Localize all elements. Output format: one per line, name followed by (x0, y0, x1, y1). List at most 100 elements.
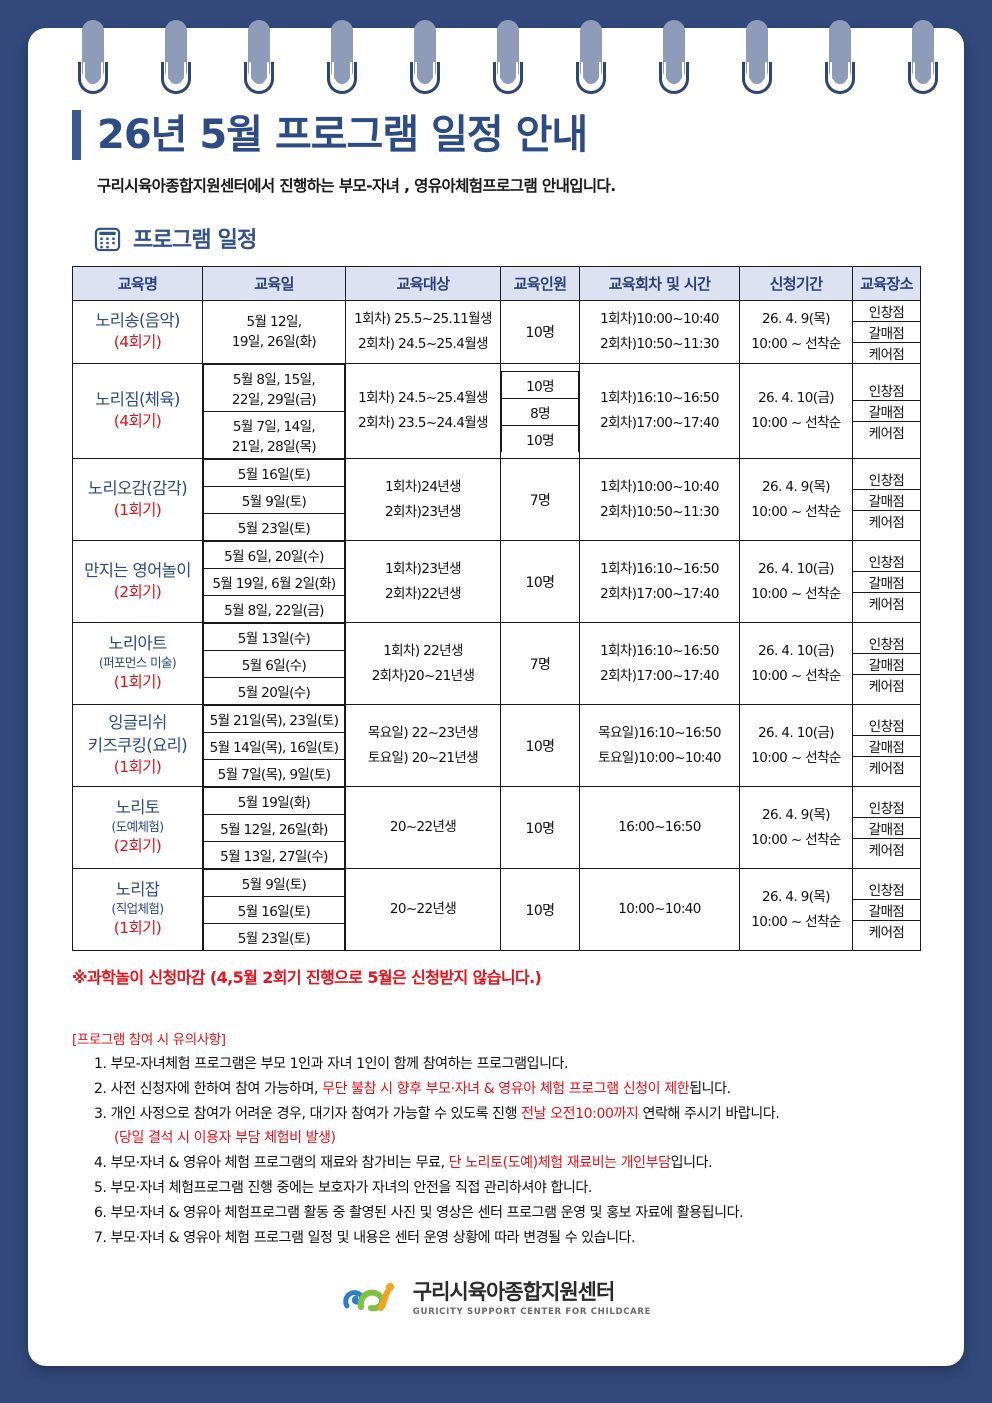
spiral-ring (410, 20, 440, 98)
program-place-item: 케어점 (868, 514, 905, 531)
spiral-ring (659, 20, 689, 98)
program-date-item: 5월 9일(토) (203, 869, 345, 897)
program-date-item: 5월 16일(토) (203, 459, 345, 487)
program-place-item: 인창점 (853, 797, 920, 818)
program-date-cell: 5월 6일, 20일(수) 5월 19일, 6월 2일(화) 5월 8일, 22일(… (202, 540, 346, 623)
program-target-cell: 목요일) 22~23년생 토요일) 20~21년생 (345, 704, 501, 787)
program-count-cell: 10명 (500, 540, 580, 623)
program-name: 잉글리쉬 키즈쿠킹(요리) (87, 713, 188, 755)
program-apply-cell: 26. 4. 9(목) 10:00 ~ 선착순 (739, 868, 853, 951)
program-place-cell: 인창점 갈매점 케어점 (852, 540, 921, 623)
closed-program-notice: ※과학놀이 신청마감 (4,5월 2회기 진행으로 5월은 신청받지 않습니다.… (72, 968, 542, 987)
program-count-item: 8명 (501, 397, 579, 426)
footer-logo: 구리시육아종합지원센터 GURICITY SUPPORT CENTER FOR … (72, 1281, 920, 1317)
program-place-item: 인창점 (853, 879, 920, 900)
program-time-cell: 10:00~10:40 (579, 868, 740, 951)
spiral-ring (161, 20, 191, 98)
program-date-item: 5월 8일, 15일, 22일, 29일(금) (203, 364, 345, 412)
program-place-cell: 인창점 갈매점 케어점 (852, 622, 921, 705)
program-date-item: 5월 13일(수) (203, 623, 345, 651)
program-date-cell: 5월 13일(수) 5월 6일(수) 5월 20일(수) (202, 622, 346, 705)
table-row: 잉글리쉬 키즈쿠킹(요리) (1회기) 5월 21일(목), 23일(토) 5월 14일… (72, 704, 921, 787)
section-title: 프로그램 일정 (133, 228, 257, 253)
program-apply-cell: 26. 4. 9(목) 10:00 ~ 선착순 (739, 300, 853, 364)
program-date-cell: 5월 16일(토) 5월 9일(토) 5월 23일(토) (202, 458, 346, 541)
program-subname: (도예체험) (111, 819, 164, 835)
program-place-item: 갈매점 (853, 490, 920, 511)
table-row: 노리송(음악) (4회기) 5월 12일, 19일, 26일(화) 1회차) 25.5~… (72, 300, 921, 364)
program-count-item: 10명 (501, 424, 579, 452)
logo-english-name: GURICITY SUPPORT CENTER FOR CHILDCARE (412, 1306, 652, 1317)
spiral-ring (576, 20, 606, 98)
program-date-item: 5월 23일(토) (203, 923, 345, 950)
program-place-item: 인창점 (853, 715, 920, 736)
program-apply-cell: 26. 4. 10(금) 10:00 ~ 선착순 (739, 540, 853, 623)
table-row: 노리토 (도예체험) (2회기) 5월 19일(화) 5월 12일, 26일(화) 5월 … (72, 786, 921, 869)
program-date-item: 5월 20일(수) (203, 677, 345, 704)
program-target-cell: 20~22년생 (345, 786, 501, 869)
program-subname: (직업체험) (111, 901, 164, 917)
program-date-item: 5월 7일(목), 9일(토) (203, 759, 345, 786)
program-term: (2회기) (113, 582, 162, 601)
program-date-item: 5월 6일(수) (203, 650, 345, 678)
program-name: 노리토 (115, 798, 160, 818)
spiral-binding (0, 0, 992, 100)
column-header: 교육대상 (345, 266, 501, 301)
program-name-cell: 노리오감(감각) (1회기) (72, 458, 203, 541)
spiral-ring (327, 20, 357, 98)
notice-item: 4. 부모·자녀 & 영유아 체험 프로그램의 재료와 참가비는 무료, 단 노… (94, 1155, 713, 1171)
program-apply-cell: 26. 4. 10(금) 10:00 ~ 선착순 (739, 363, 853, 459)
column-header: 신청기간 (739, 266, 853, 301)
sc-swirl-logo-icon (341, 1281, 403, 1317)
program-place-item: 인창점 (853, 380, 920, 401)
program-apply-cell: 26. 4. 9(목) 10:00 ~ 선착순 (739, 458, 853, 541)
program-apply-cell: 26. 4. 9(목) 10:00 ~ 선착순 (739, 786, 853, 869)
program-name: 노리잡 (115, 880, 160, 900)
table-header-row: 교육명 교육일 교육대상 교육인원 교육회차 및 시간 신청기간 교육장소 (72, 266, 921, 301)
program-count-cell: 10명 8명 10명 (500, 363, 580, 459)
program-date-cell: 5월 21일(목), 23일(토) 5월 14일(목), 16일(토) 5월 7일(… (202, 704, 346, 787)
table-row: 노리아트 (퍼포먼스 미술) (1회기) 5월 13일(수) 5월 6일(수) 5월 20… (72, 622, 921, 705)
program-name: 노리송(음악) (95, 311, 180, 331)
notice-item: 3. 개인 사정으로 참여가 어려운 경우, 대기자 참여가 가능할 수 있도록… (94, 1106, 780, 1122)
program-place-item: 케어점 (868, 596, 905, 613)
program-target-cell: 1회차) 22년생 2회차)20~21년생 (345, 622, 501, 705)
program-place-cell: 인창점 갈매점 케어점 (852, 868, 921, 951)
program-target-cell: 1회차)24년생 2회차)23년생 (345, 458, 501, 541)
program-term: (4회기) (113, 412, 162, 431)
program-target-cell: 1회차)23년생 2회차)22년생 (345, 540, 501, 623)
program-time-cell: 1회차)16:10~16:50 2회차)17:00~17:40 (579, 363, 740, 459)
table-row: 만지는 영어놀이 (2회기) 5월 6일, 20일(수) 5월 19일, 6월 2일(… (72, 540, 921, 623)
program-place-item: 인창점 (853, 469, 920, 490)
program-name: 노리아트 (108, 634, 167, 654)
program-count-item: 10명 (501, 370, 579, 399)
program-place-cell: 인창점 갈매점 케어점 (852, 300, 921, 364)
program-term: (2회기) (113, 837, 162, 856)
program-place-item: 케어점 (868, 842, 905, 859)
notice-item: 2. 사전 신청자에 한하여 참여 가능하며, 무단 불참 시 향후 부모·자녀… (94, 1081, 731, 1097)
column-header: 교육일 (202, 266, 346, 301)
program-name-cell: 노리토 (도예체험) (2회기) (72, 786, 203, 869)
notice-block: [프로그램 참여 시 유의사항] 1. 부모-자녀체험 프로그램은 부모 1인과… (72, 1028, 920, 1247)
program-name-cell: 노리잡 (직업체험) (1회기) (72, 868, 203, 951)
program-place-item: 인창점 (853, 633, 920, 654)
flyer-page: 26년 5월 프로그램 일정 안내 구리시육아종합지원센터에서 진행하는 부모-… (28, 28, 964, 1366)
program-count-cell: 10명 (500, 704, 580, 787)
program-name: 노리짐(체육) (95, 390, 180, 410)
program-count-cell: 7명 (500, 458, 580, 541)
program-count-cell: 10명 (500, 786, 580, 869)
calendar-icon (94, 225, 121, 252)
spiral-ring (493, 20, 523, 98)
program-date-cell: 5월 8일, 15일, 22일, 29일(금) 5월 7일, 14일, 21일, 28… (202, 363, 346, 459)
table-row: 노리잡 (직업체험) (1회기) 5월 9일(토) 5월 16일(토) 5월 23일(토)… (72, 868, 921, 951)
program-term: (4회기) (113, 333, 162, 352)
page-title-row: 26년 5월 프로그램 일정 안내 (72, 110, 920, 160)
page-subtitle: 구리시육아종합지원센터에서 진행하는 부모-자녀 , 영유아체험프로그램 안내입… (97, 177, 616, 195)
program-date-item: 5월 9일(토) (203, 486, 345, 514)
spiral-ring (78, 20, 108, 98)
program-time-cell: 목요일)16:10~16:50 토요일)10:00~10:40 (579, 704, 740, 787)
program-date-item: 5월 16일(토) (203, 896, 345, 924)
program-date-item: 5월 12일, 26일(화) (203, 814, 345, 842)
program-apply-cell: 26. 4. 10(금) 10:00 ~ 선착순 (739, 622, 853, 705)
logo-korean-name: 구리시육아종합지원센터 (412, 1280, 616, 1305)
